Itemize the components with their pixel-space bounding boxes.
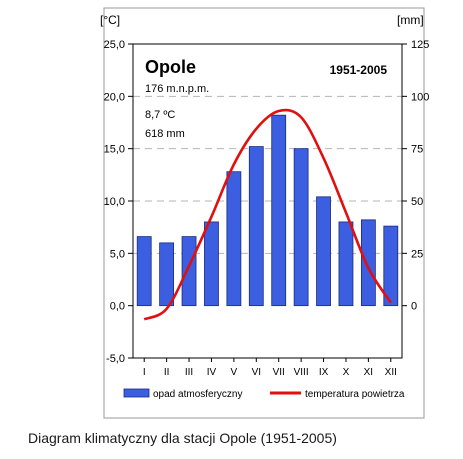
left-axis-ticks: 25,0 20,0 15,0 10,0 5,0 0,0 -5,0 — [104, 39, 133, 365]
precipitation-bar — [338, 221, 354, 307]
legend-label-bar: opad atmosferyczny — [153, 389, 243, 400]
mean-temperature-label: 8,7 ºC — [145, 109, 175, 121]
right-tick-label: 25 — [411, 248, 423, 260]
right-axis-unit: [mm] — [397, 13, 424, 27]
precipitation-bar — [248, 146, 264, 307]
x-tick-label: II — [164, 367, 170, 378]
x-tick-label: I — [143, 367, 146, 378]
left-tick-label: 0,0 — [110, 301, 125, 313]
temperature-line-group — [143, 108, 392, 321]
right-tick-label: 75 — [411, 144, 423, 156]
x-tick-label: X — [343, 367, 350, 378]
right-axis-ticks: 125 100 75 50 25 0 — [402, 39, 429, 313]
precipitation-bar — [159, 242, 175, 307]
x-tick-label: III — [185, 367, 193, 378]
x-tick-label: V — [231, 367, 238, 378]
right-tick-label: 125 — [411, 39, 429, 51]
precipitation-bar — [136, 236, 152, 307]
period-label: 1951-2005 — [330, 63, 388, 77]
left-tick-label: 15,0 — [104, 144, 125, 156]
left-tick-label: 20,0 — [104, 91, 125, 103]
x-tick-label: VII — [273, 367, 285, 378]
x-tick-label: XII — [385, 367, 397, 378]
right-tick-label: 0 — [411, 301, 417, 313]
precipitation-bar — [360, 219, 376, 307]
grid-lines — [133, 95, 402, 254]
precipitation-bar — [293, 148, 309, 307]
x-tick-label: XI — [364, 367, 373, 378]
precipitation-bar — [204, 221, 219, 307]
precipitation-bar — [383, 225, 399, 307]
annual-precipitation-label: 618 mm — [145, 128, 185, 140]
precipitation-bar — [181, 236, 197, 307]
precipitation-bar — [226, 171, 242, 307]
left-tick-label: 5,0 — [110, 248, 125, 260]
right-tick-label: 50 — [411, 196, 423, 208]
right-tick-label: 100 — [411, 91, 429, 103]
precipitation-bar — [271, 114, 287, 307]
climate-chart: 25,0 20,0 15,0 10,0 5,0 0,0 -5,0 125 100 75 50 25 0… — [100, 7, 429, 419]
temperature-line — [143, 108, 392, 321]
left-tick-label: 10,0 — [104, 196, 125, 208]
precipitation-bars — [136, 114, 399, 307]
x-axis-ticks: I II III IV V VI VII VIII IX X XI XII — [143, 358, 397, 378]
elevation-label: 176 m.n.p.m. — [145, 83, 209, 95]
x-tick-label: VI — [252, 367, 261, 378]
figure-caption: Diagram klimatyczny dla stacji Opole (19… — [28, 430, 337, 446]
station-name: Opole — [145, 57, 196, 77]
left-tick-label: -5,0 — [106, 353, 125, 365]
legend: opad atmosferyczny temperatura powietrza — [123, 388, 405, 400]
precipitation-bar — [316, 196, 331, 307]
left-tick-label: 25,0 — [104, 39, 125, 51]
x-tick-label: IV — [207, 367, 217, 378]
legend-label-line: temperatura powietrza — [305, 389, 405, 400]
plot-frame-outer — [103, 7, 425, 419]
x-tick-label: IX — [319, 367, 329, 378]
legend-swatch-bar — [123, 388, 150, 398]
left-axis-unit: [°C] — [100, 13, 120, 27]
x-tick-label: VIII — [294, 367, 309, 378]
